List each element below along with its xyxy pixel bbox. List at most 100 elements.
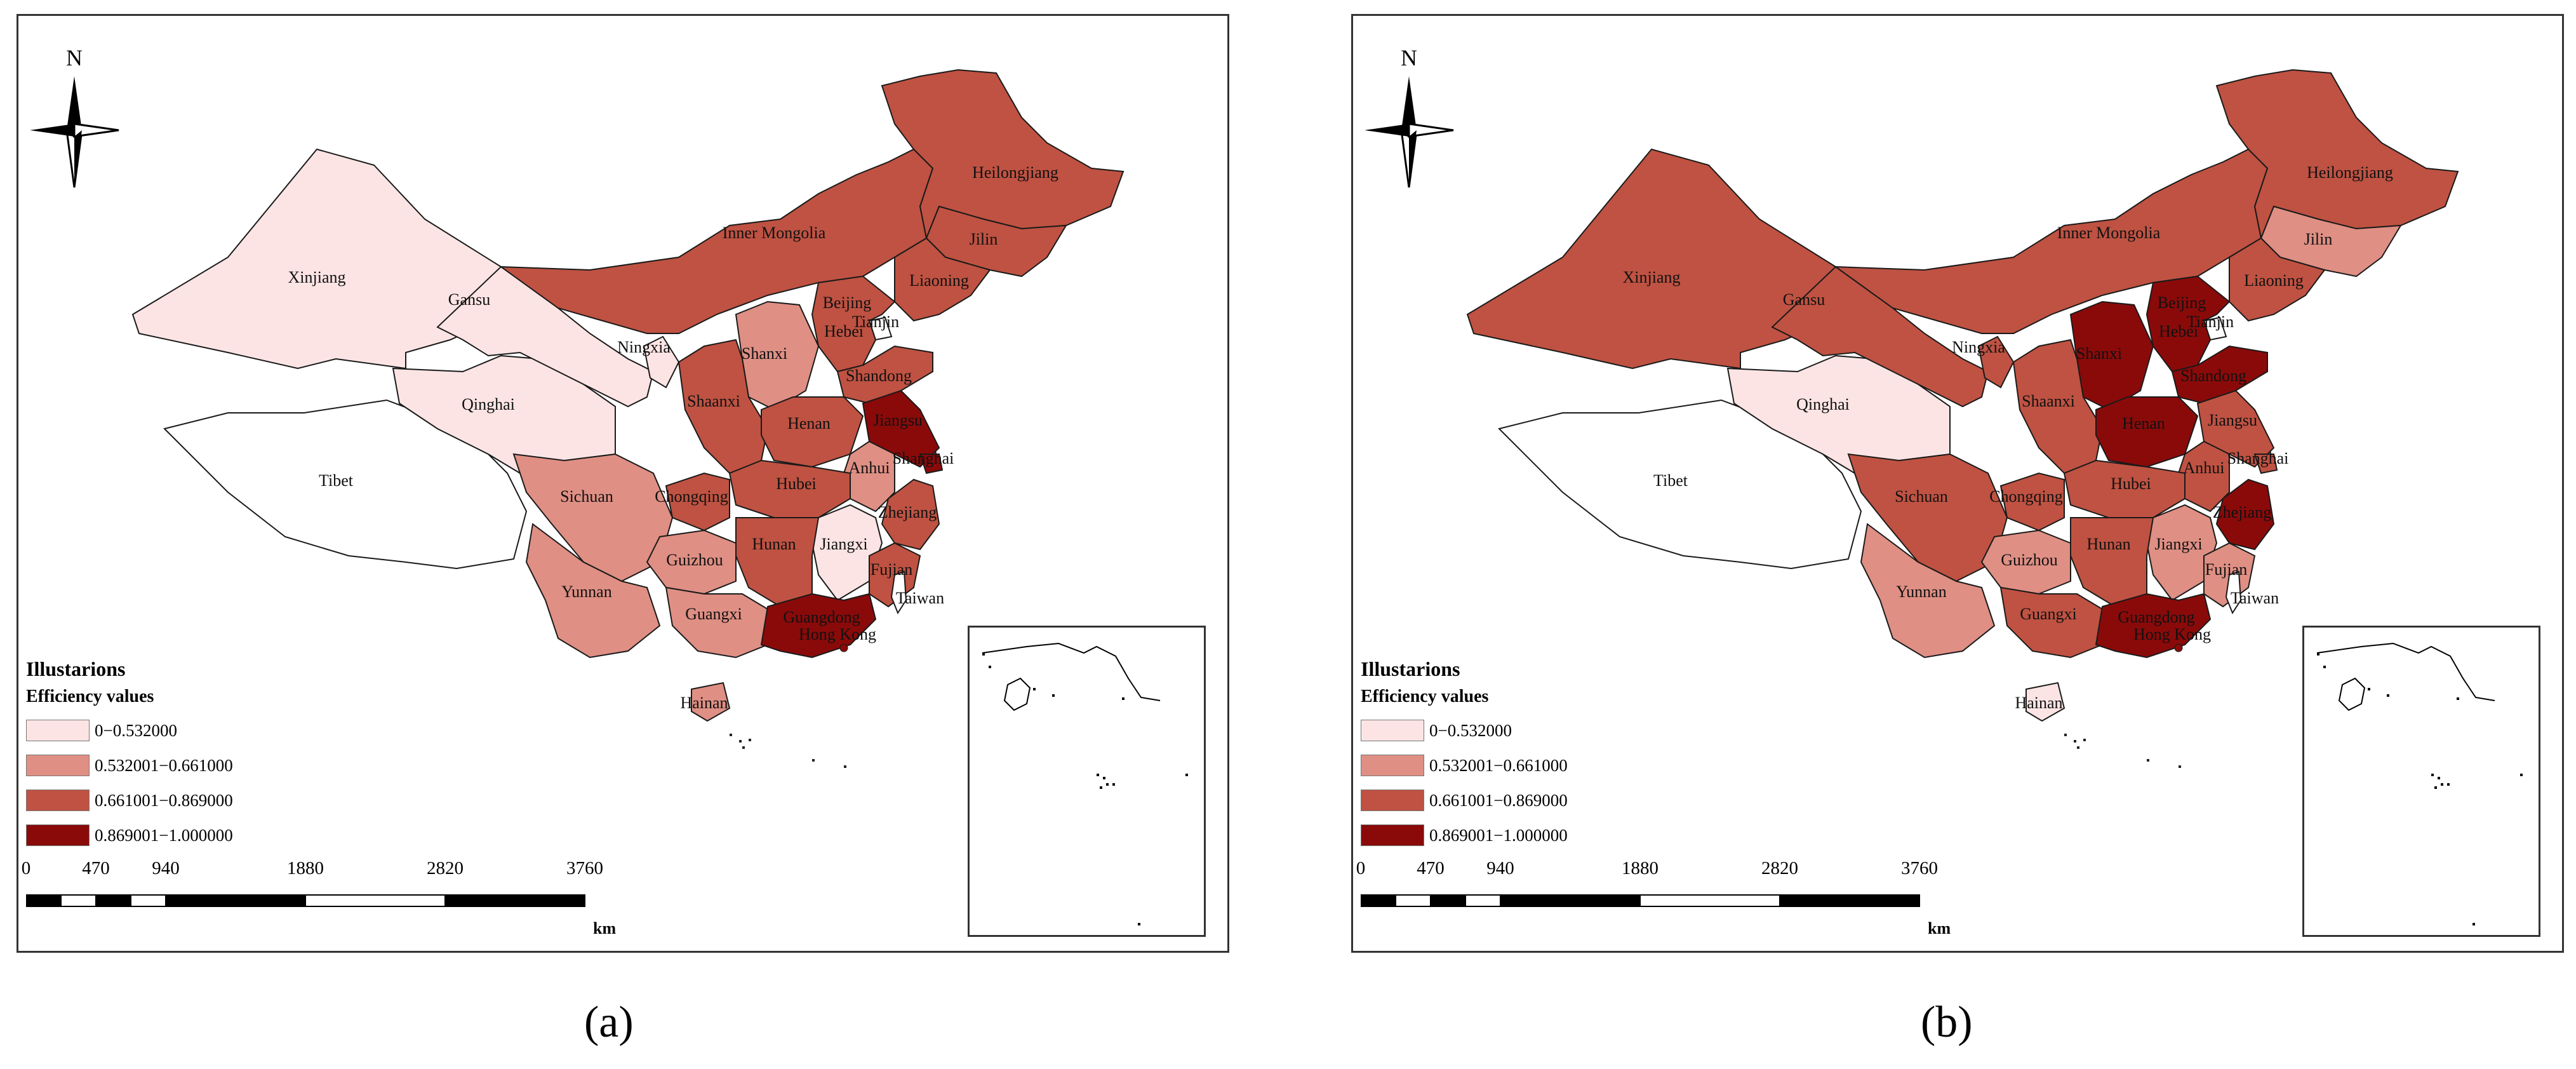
scale-tick-label: 1880 — [287, 858, 324, 878]
province-liaoning — [894, 237, 991, 322]
map-panel-b: Xinjiang Tibet Qinghai Gansu Ningxia Inner Mo… — [1351, 14, 2564, 953]
scale-unit: km — [1928, 919, 1951, 938]
label-hubei: Hubei — [776, 474, 817, 493]
province-guizhou — [1980, 529, 2071, 595]
label-guangxi: Guangxi — [2020, 605, 2077, 623]
label-tianjin: Tianjin — [2187, 313, 2234, 331]
scale-tick-label: 3760 — [566, 858, 603, 878]
legend-swatch — [1361, 755, 1424, 776]
scale-tick-label: 940 — [1486, 858, 1514, 878]
caption-a: (a) — [584, 998, 634, 1047]
province-hainan — [691, 682, 731, 722]
scale-tick-label: 940 — [152, 858, 180, 878]
label-anhui: Anhui — [849, 459, 890, 477]
legend-label: 0−0.532000 — [1429, 720, 1512, 740]
label-sichuan: Sichuan — [560, 487, 613, 506]
label-beijing: Beijing — [823, 293, 872, 312]
legend-label: 0.869001−1.000000 — [1429, 825, 1568, 845]
label-hubei: Hubei — [2111, 474, 2151, 493]
label-shaanxi: Shaanxi — [2022, 392, 2075, 410]
label-shanxi: Shanxi — [742, 344, 787, 363]
legend-label: 0.661001−0.869000 — [1429, 790, 1568, 810]
label-jiangsu: Jiangsu — [2208, 411, 2257, 429]
legend-swatch — [1361, 790, 1424, 811]
legend-item: 0−0.532000 — [1361, 718, 1512, 743]
province-hubei — [728, 459, 851, 518]
label-zhejiang: Zhejiang — [878, 503, 937, 521]
label-liaoning: Liaoning — [2244, 271, 2304, 290]
label-yunnan: Yunnan — [561, 582, 611, 601]
label-qinghai: Qinghai — [462, 395, 515, 413]
province-shandong — [836, 345, 933, 405]
legend-item: 0.532001−0.661000 — [1361, 753, 1568, 778]
label-tibet: Tibet — [319, 471, 354, 490]
label-guizhou: Guizhou — [666, 551, 723, 569]
label-jilin: Jilin — [2304, 230, 2333, 248]
caption-b: (b) — [1921, 998, 1973, 1047]
scale-tick-label: 0 — [1356, 858, 1366, 878]
island-dot — [749, 739, 751, 741]
province-yunnan — [525, 523, 661, 659]
legend-item: 0.532001−0.661000 — [26, 753, 233, 778]
label-hainan: Hainan — [680, 694, 728, 712]
label-ningxia: Ningxia — [1952, 338, 2005, 356]
label-chongqing: Chongqing — [1989, 487, 2063, 506]
label-xinjiang: Xinjiang — [1623, 268, 1681, 286]
scale-tick-label: 0 — [21, 858, 31, 878]
province-liaoning — [2229, 237, 2326, 322]
label-shaanxi: Shaanxi — [687, 392, 740, 410]
label-fujian: Fujian — [2205, 560, 2247, 579]
label-hainan: Hainan — [2015, 694, 2062, 712]
north-arrow-icon: N — [1358, 41, 1460, 197]
label-heilongjiang: Heilongjiang — [972, 163, 1058, 182]
province-hubei — [2063, 459, 2186, 518]
province-shanghai — [919, 454, 944, 474]
province-hainan — [2025, 682, 2065, 722]
label-gansu: Gansu — [1783, 290, 1825, 309]
legend-subtitle: Efficiency values — [26, 687, 154, 706]
label-shanghai: Shanghai — [2227, 449, 2289, 467]
label-heilongjiang: Heilongjiang — [2307, 163, 2393, 182]
label-hunan: Hunan — [752, 535, 796, 553]
province-hong-kong — [839, 643, 848, 652]
label-guangdong: Guangdong — [783, 608, 860, 626]
label-liaoning: Liaoning — [909, 271, 969, 290]
legend-swatch — [26, 790, 90, 811]
legend-label: 0.869001−1.000000 — [95, 825, 233, 845]
label-jiangxi: Jiangxi — [2154, 535, 2202, 553]
label-beijing: Beijing — [2158, 293, 2206, 312]
label-xinjiang: Xinjiang — [288, 268, 346, 286]
label-taiwan: Taiwan — [2231, 589, 2279, 607]
label-sichuan: Sichuan — [1895, 487, 1948, 506]
province-ningxia — [1977, 335, 2015, 389]
label-inner-mongolia: Inner Mongolia — [2057, 224, 2161, 242]
scale-tick-label: 1880 — [1622, 858, 1658, 878]
province-taiwan — [890, 570, 907, 615]
label-guizhou: Guizhou — [2001, 551, 2058, 569]
map-panel-a: Xinjiang Tibet Qinghai Gansu Ningxia Inner Mo… — [17, 14, 1229, 953]
province-zhejiang — [2215, 478, 2275, 551]
label-shanxi: Shanxi — [2076, 344, 2122, 363]
label-guangxi: Guangxi — [685, 605, 742, 623]
province-xinjiang — [1466, 148, 1843, 370]
label-zhejiang: Zhejiang — [2213, 503, 2271, 521]
legend-swatch — [26, 824, 90, 846]
china-map: Xinjiang Tibet Qinghai Gansu Ningxia Inner Mo… — [131, 69, 1124, 768]
label-qinghai: Qinghai — [1796, 395, 1850, 413]
north-label: N — [1401, 45, 1417, 71]
island-dot — [844, 765, 846, 768]
label-hebei: Hebei — [824, 322, 864, 340]
label-shanghai: Shanghai — [893, 449, 954, 467]
label-ningxia: Ningxia — [617, 338, 671, 356]
province-shanghai — [2253, 454, 2278, 474]
north-arrow-icon: N — [23, 41, 125, 197]
island-dot — [2147, 759, 2149, 762]
province-gansu — [1771, 266, 1989, 408]
label-anhui: Anhui — [2184, 459, 2225, 477]
label-hong-kong: Hong Kong — [2133, 625, 2211, 643]
legend-label: 0−0.532000 — [95, 720, 177, 740]
province-ningxia — [643, 335, 680, 389]
province-gansu — [436, 266, 655, 408]
label-tibet: Tibet — [1653, 471, 1688, 490]
legend-title: Illustarions — [1361, 657, 1460, 680]
